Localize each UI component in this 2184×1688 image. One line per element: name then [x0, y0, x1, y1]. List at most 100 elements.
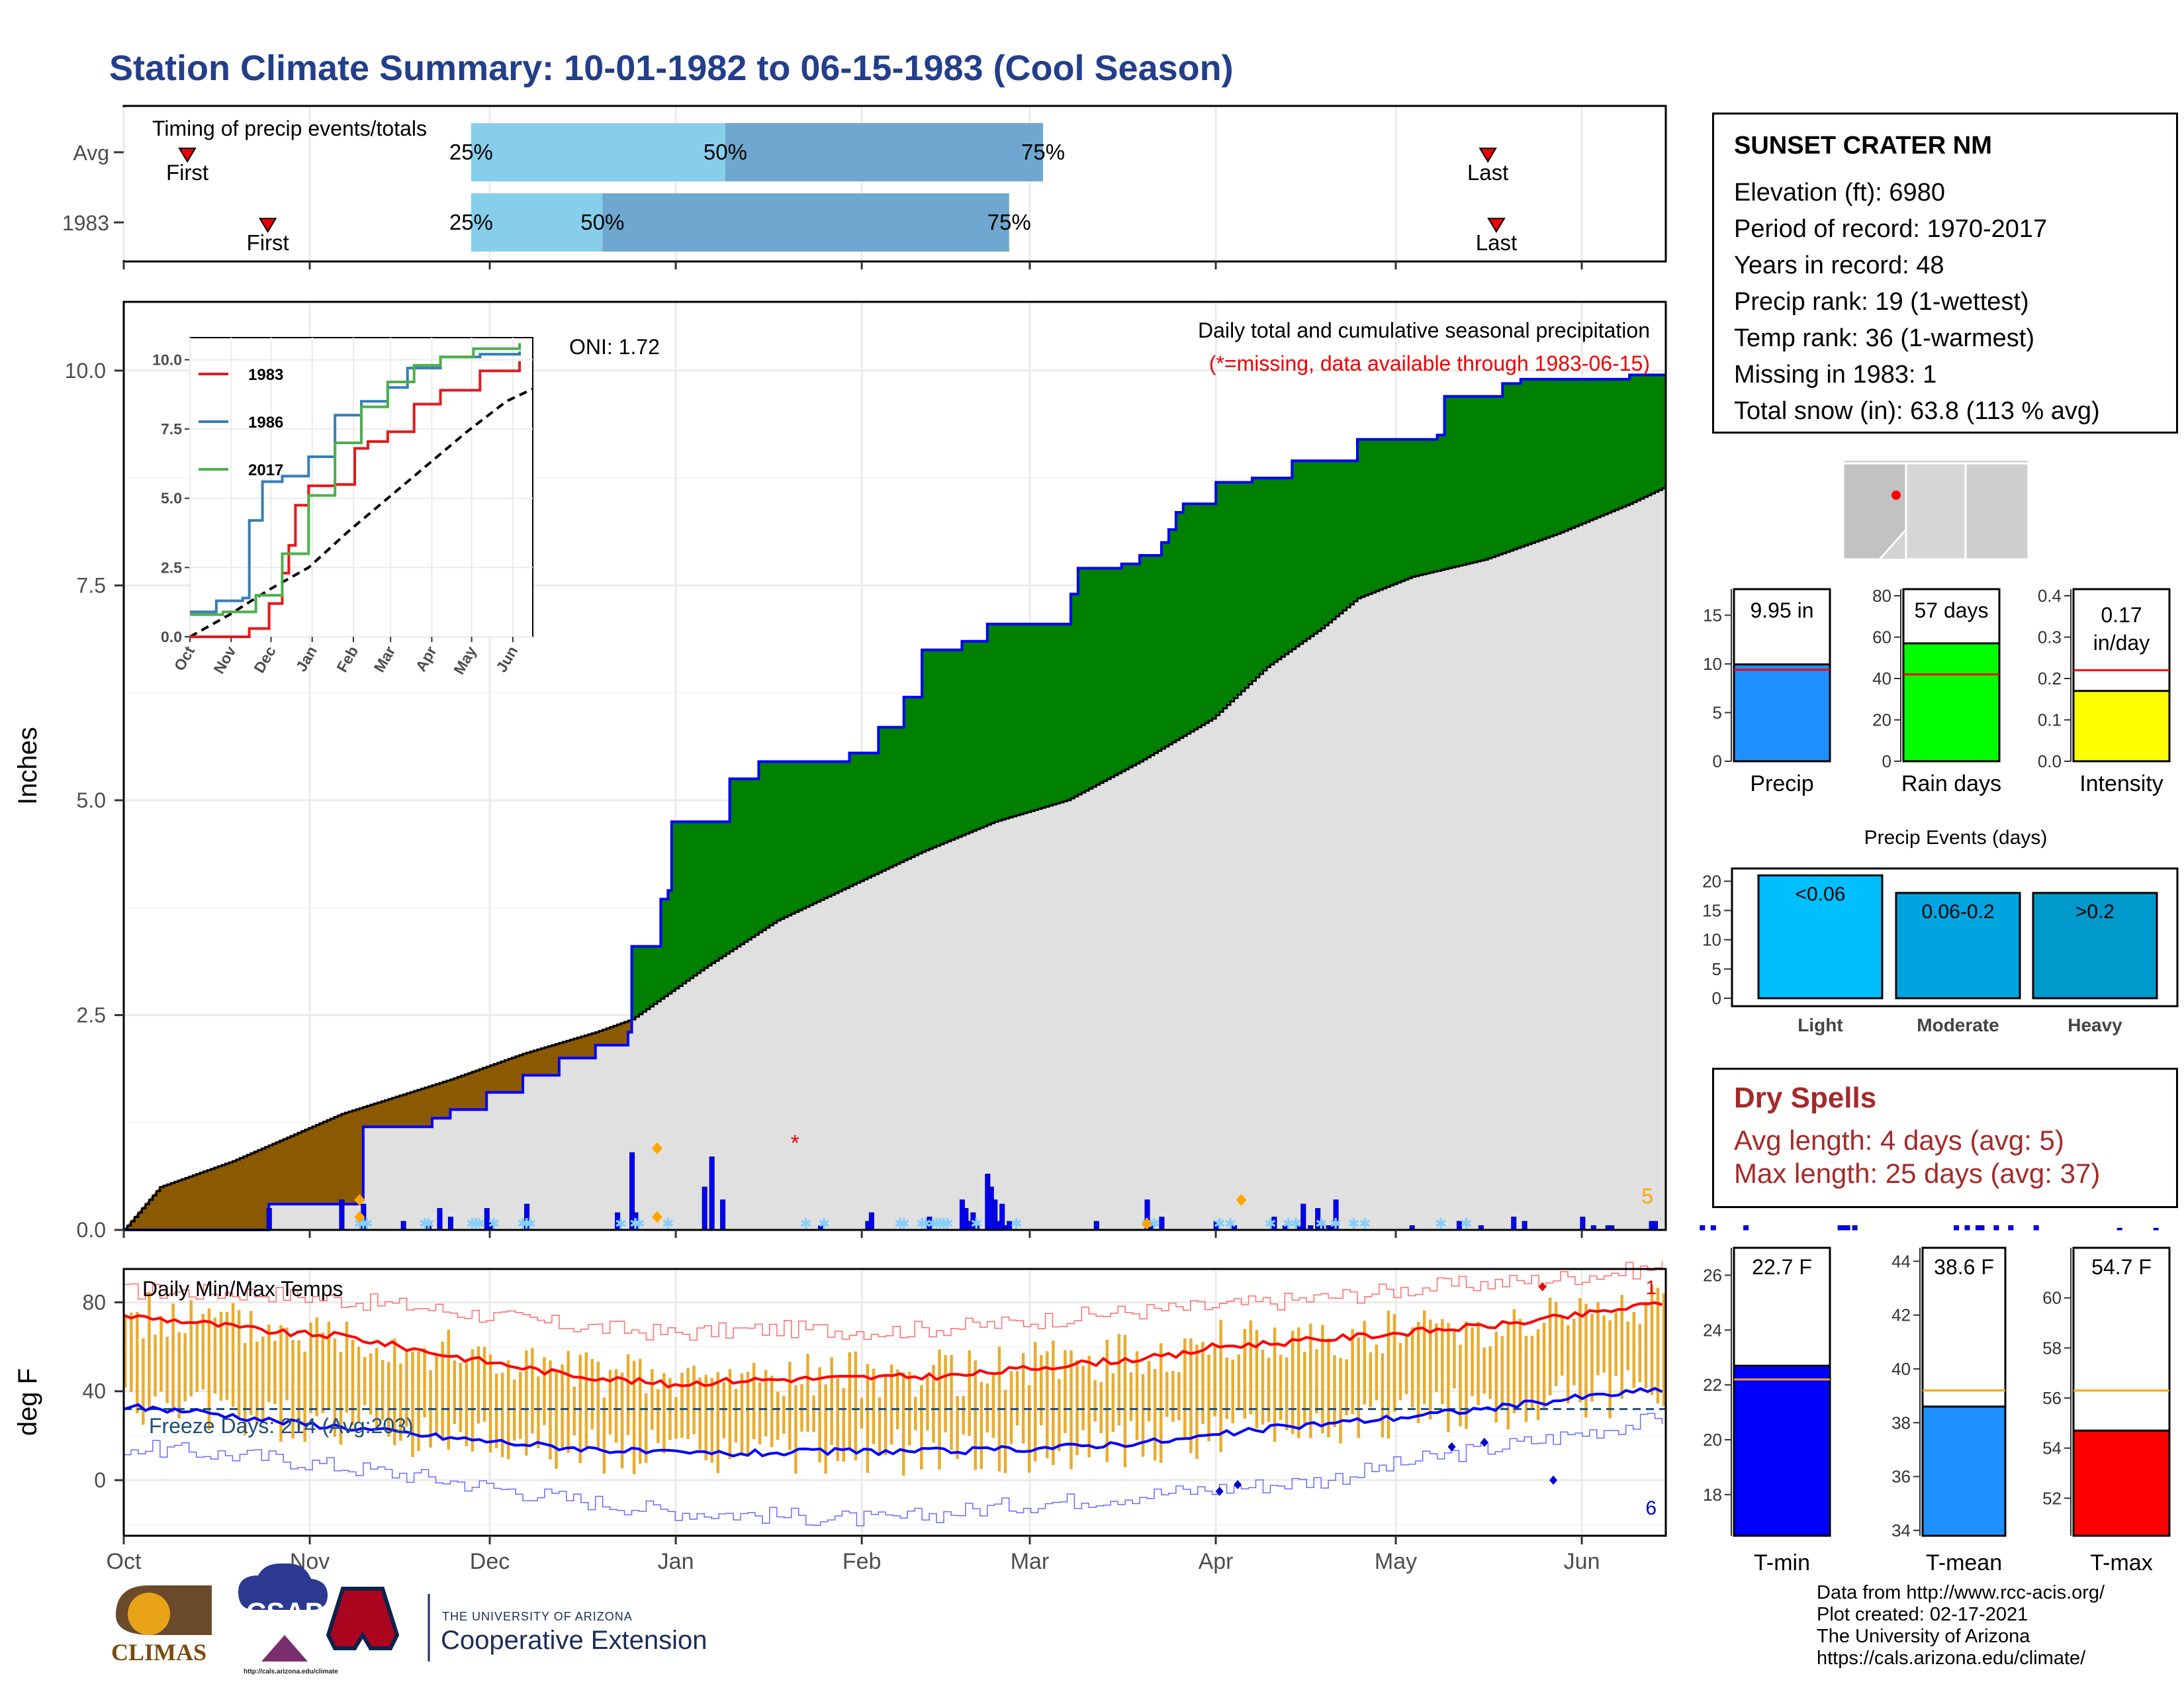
- snow-day-marker: ✱: [799, 1215, 811, 1232]
- daily-precip-bar: [400, 1221, 406, 1231]
- snow-day-marker: ✱: [470, 1215, 482, 1232]
- month-tick-label: Oct: [107, 1549, 142, 1574]
- events-bar: [2032, 892, 2158, 1000]
- timing-row-label: Avg: [73, 141, 109, 165]
- daily-temp-range-bar: [884, 1376, 887, 1456]
- snow-day-marker: ✱: [927, 1215, 938, 1232]
- daily-temp-range-bar: [1231, 1359, 1234, 1424]
- daily-temp-range-bar: [267, 1324, 271, 1403]
- daily-temp-range-bar: [1058, 1379, 1061, 1451]
- daily-temp-range-bar: [662, 1373, 666, 1454]
- daily-temp-range-bar: [758, 1382, 762, 1445]
- summary-y-tick-label: 0: [1713, 751, 1722, 771]
- daily-temp-range-bar: [1524, 1335, 1528, 1423]
- summary-value-label: 0.17: [2101, 603, 2142, 627]
- events-y-tick-label: 15: [1702, 900, 1721, 920]
- station-info-line: Missing in 1983: 1: [1734, 361, 1937, 389]
- daily-temps-chart: 80 40 0 deg F Daily Min/Max Temps Freeze Days…: [13, 1260, 1667, 1537]
- month-tick-label: Jan: [658, 1549, 694, 1574]
- footer-line: https://cals.arizona.edu/climate/: [1817, 1648, 2086, 1669]
- daily-temp-range-bar: [674, 1397, 678, 1439]
- daily-temp-range-bar: [321, 1332, 325, 1413]
- daily-precip-bar: [1743, 1225, 1749, 1231]
- summary-y-tick-label: 20: [1872, 710, 1891, 730]
- snow-day-marker: ✱: [938, 1215, 950, 1232]
- map-state-outline: [1842, 462, 1907, 561]
- daily-temp-range-bar: [154, 1335, 157, 1397]
- daily-temp-range-bar: [1422, 1310, 1426, 1405]
- temp-summary-y-tick-label: 34: [1891, 1521, 1911, 1540]
- page-title: Station Climate Summary: 10-01-1982 to 0…: [109, 48, 1234, 88]
- daily-temp-range-bar: [806, 1354, 809, 1432]
- daily-temp-range-bar: [363, 1356, 367, 1405]
- footer-credits: Data from http://www.rcc-acis.org/ Plot …: [1817, 1582, 2105, 1669]
- events-title: Precip Events (days): [1864, 827, 2048, 849]
- ua-logo-big: Cooperative Extension: [441, 1626, 707, 1655]
- daily-temp-range-bar: [1404, 1335, 1408, 1395]
- summary-y-tick-label: 80: [1872, 586, 1891, 606]
- daily-temp-range-bar: [614, 1369, 618, 1443]
- daily-temp-range-bar: [1309, 1323, 1312, 1438]
- footer-line: Data from http://www.rcc-acis.org/: [1817, 1582, 2105, 1603]
- timing-bar-q25-q50: [471, 123, 725, 181]
- snow-day-marker: ✱: [517, 1215, 529, 1232]
- temp-summary-bar: [1921, 1405, 2007, 1537]
- daily-temp-range-bar: [124, 1317, 127, 1388]
- temp-plot-bg: [124, 1269, 1666, 1536]
- daily-temp-range-bar: [1123, 1335, 1127, 1468]
- snow-day-marker: ✱: [1435, 1215, 1447, 1232]
- daily-temp-range-bar: [872, 1368, 876, 1444]
- snow-day-marker: ✱: [934, 1215, 946, 1232]
- precip-chart-subtitle: (*=missing, data available through 1983-…: [1209, 352, 1650, 375]
- daily-temp-range-bar: [387, 1362, 390, 1437]
- snow-day-marker: ✱: [1290, 1215, 1302, 1232]
- events-y-tick-label: 5: [1712, 959, 1721, 979]
- daily-temp-range-bar: [1345, 1359, 1348, 1415]
- daily-temp-range-bar: [243, 1342, 247, 1435]
- daily-temp-range-bar: [1626, 1321, 1630, 1371]
- summary-bar: [1733, 663, 1831, 763]
- daily-temp-range-bar: [572, 1386, 576, 1436]
- daily-temp-range-bar: [1561, 1315, 1564, 1376]
- daily-temp-range-bar: [854, 1351, 858, 1461]
- daily-temp-range-bar: [722, 1382, 726, 1438]
- events-bar-value: 0.06-0.2: [1921, 901, 1994, 923]
- inset-series-line: [190, 343, 522, 616]
- daily-temp-range-bar: [1650, 1285, 1654, 1395]
- daily-temp-range-bar: [399, 1363, 402, 1441]
- temp-summary-y-tick-label: 18: [1703, 1485, 1722, 1505]
- daily-temp-range-bar: [788, 1362, 792, 1450]
- daily-temp-range-bar: [1099, 1382, 1103, 1433]
- daily-temp-range-bar: [1482, 1347, 1486, 1394]
- daily-temp-range-bar: [1590, 1313, 1594, 1402]
- daily-temp-range-bar: [991, 1374, 995, 1438]
- daily-temp-range-bar: [764, 1370, 768, 1436]
- last-event-label: Last: [1467, 160, 1508, 185]
- daily-temp-range-bar: [1261, 1350, 1265, 1425]
- daily-temp-range-bar: [1392, 1314, 1396, 1412]
- summary-y-tick-label: 40: [1872, 669, 1891, 688]
- summary-bar: [1902, 642, 2001, 763]
- daily-temp-range-bar: [1530, 1335, 1534, 1410]
- daily-temp-range-bar: [183, 1333, 187, 1402]
- average-cumulative-area: [124, 487, 1666, 1231]
- daily-temp-range-bar: [1339, 1358, 1342, 1444]
- daily-temp-range-bar: [1363, 1321, 1366, 1405]
- temp-summary-label: T-max: [2090, 1550, 2152, 1575]
- daily-temp-range-bar: [895, 1369, 899, 1430]
- events-bar-value: >0.2: [2075, 901, 2115, 923]
- events-bar-label: Light: [1797, 1015, 1843, 1035]
- daily-temp-range-bar: [1506, 1322, 1510, 1430]
- daily-temp-range-bar: [297, 1340, 300, 1429]
- missing-day-marker: *: [791, 1131, 799, 1156]
- temp-summary-y-tick-label: 24: [1703, 1320, 1722, 1340]
- daily-temp-range-bar: [561, 1364, 564, 1450]
- daily-temp-range-bar: [1614, 1312, 1617, 1376]
- daily-temp-range-bar: [932, 1364, 935, 1443]
- daily-temp-range-bar: [1477, 1321, 1480, 1405]
- daily-temp-range-bar: [285, 1327, 289, 1401]
- snow-day-marker: ✱: [520, 1215, 532, 1232]
- daily-temp-range-bar: [1213, 1344, 1216, 1417]
- station-location-map: [1842, 459, 2030, 561]
